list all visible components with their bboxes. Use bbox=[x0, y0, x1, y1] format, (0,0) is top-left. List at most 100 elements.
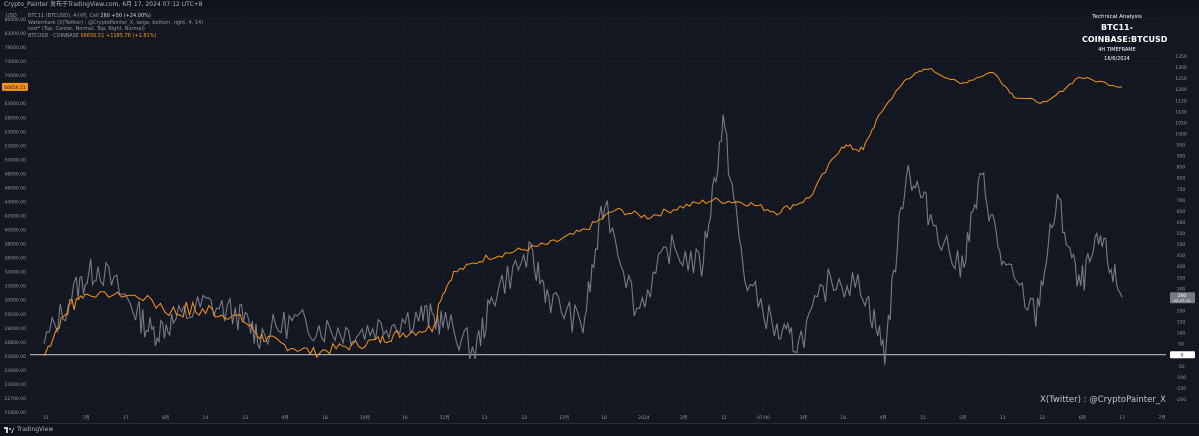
left-tick-label: 30000.00 bbox=[5, 298, 27, 304]
x-tick-label: 9月 bbox=[281, 415, 288, 421]
right-tick-label: 800 bbox=[1177, 176, 1186, 182]
left-tick-label: 36000.00 bbox=[5, 256, 27, 262]
left-tick-label: 55000.00 bbox=[5, 129, 27, 135]
indicator-badge bbox=[1170, 292, 1195, 304]
annotation-date: 16/6/2024 bbox=[1104, 56, 1130, 62]
right-tick-label: 600 bbox=[1177, 220, 1186, 226]
twitter-watermark: X(Twitter) : @CryptoPainter_X bbox=[1040, 395, 1166, 405]
time-axis: 21 7月 17 8月 14 23 9月 18 10月 16 11月 13 22 12月 18 2024 2月 1… bbox=[43, 415, 1166, 421]
annotation-heading: Technical Analysis bbox=[1092, 14, 1142, 20]
right-tick-label: 750 bbox=[1177, 187, 1186, 193]
x-tick-label: 14 bbox=[203, 415, 209, 421]
right-tick-label: 1000 bbox=[1175, 131, 1187, 137]
tradingview-logo[interactable]: TradingView bbox=[4, 426, 53, 434]
left-tick-label: 58000.00 bbox=[5, 115, 27, 121]
chart-canvas[interactable]: 86000.00 82000.00 78000.00 74000.00 70000.00… bbox=[0, 9, 1199, 423]
left-tick-label: 42000.00 bbox=[5, 214, 27, 220]
right-tick-label: 1050 bbox=[1175, 120, 1187, 126]
x-tick-label: 22 bbox=[1040, 415, 1046, 421]
x-tick-label: 16 bbox=[402, 415, 408, 421]
x-tick-label: 18 bbox=[840, 415, 846, 421]
left-tick-label: 62000.00 bbox=[5, 101, 27, 107]
zero-badge-label: 0 bbox=[1181, 353, 1184, 359]
right-tick-label: 700 bbox=[1177, 198, 1186, 204]
x-tick-label: 18 bbox=[601, 415, 607, 421]
right-tick-label: 1100 bbox=[1175, 109, 1187, 115]
right-tick-label: -200 bbox=[1176, 397, 1186, 403]
right-tick-label: 100 bbox=[1177, 331, 1186, 337]
x-tick-label: 18 bbox=[322, 415, 328, 421]
x-tick-label: 4月 bbox=[879, 415, 886, 421]
legend-row-text[interactable]: text* (Top, Center, Normal, Top, Right, … bbox=[28, 26, 145, 33]
publish-header: Crypto_Painter 发布于TradingView.com, 6月 17… bbox=[0, 0, 1199, 9]
indicator-badge-time: 02:47:10 bbox=[1173, 298, 1191, 303]
right-tick-label: 900 bbox=[1177, 154, 1186, 160]
legend-btcusd-value: 66656.51 +1185.76 (+1.81%) bbox=[80, 32, 157, 39]
chart-legend: BTC11 (BTCUSD), 4小时, Cell 260 +50 (+24.0… bbox=[28, 13, 203, 39]
indicator-badge-value: 260 bbox=[1178, 293, 1187, 299]
right-tick-label: 1150 bbox=[1175, 98, 1187, 104]
legend-btc11-value: 260 +50 (+24.00%) bbox=[100, 13, 151, 19]
right-tick-label: 1350 bbox=[1175, 54, 1187, 60]
x-tick-label: 21 bbox=[43, 415, 49, 421]
left-tick-label: 46000.00 bbox=[5, 185, 27, 191]
left-tick-label: 44000.00 bbox=[5, 199, 27, 205]
right-tick-label: 1250 bbox=[1175, 76, 1187, 82]
annotation-symbol: BTC11-COINBASE:BTCUSD bbox=[1082, 23, 1168, 44]
price-badge-label: 66656.51 bbox=[4, 85, 26, 91]
left-tick-label: 24600.00 bbox=[5, 368, 27, 374]
legend-row-watermark[interactable]: Watermark (X(Twitter) : @CryptoPainter_X… bbox=[28, 19, 204, 26]
tradingview-logo-icon bbox=[4, 427, 14, 433]
left-tick-label: 34000.00 bbox=[5, 270, 27, 276]
right-tick-label: 850 bbox=[1177, 165, 1186, 171]
x-tick-label: 12月 bbox=[559, 415, 569, 421]
legend-btc11-name: BTC11 (BTCUSD), 4小时, Cell bbox=[28, 13, 99, 19]
chart-area[interactable]: 86000.00 82000.00 78000.00 74000.00 70000.00… bbox=[0, 9, 1199, 423]
x-tick-label: 3月 bbox=[800, 415, 807, 421]
legend-row-btcusd[interactable]: BTCUSD · COINBASE 66656.51 +1185.76 (+1.… bbox=[28, 33, 203, 40]
right-tick-label: 650 bbox=[1177, 209, 1186, 215]
left-tick-label: 22700.00 bbox=[5, 396, 27, 402]
x-tick-label: 11月 bbox=[439, 415, 449, 421]
right-tick-label: 950 bbox=[1177, 143, 1186, 149]
x-tick-label: 7月 bbox=[82, 415, 89, 421]
right-tick-label: 200 bbox=[1177, 308, 1186, 314]
x-tick-label: 6月 bbox=[1079, 415, 1086, 421]
x-tick-label: 13 bbox=[1000, 415, 1006, 421]
x-tick-label: 07:00 bbox=[757, 415, 770, 421]
x-tick-label: 7月 bbox=[1158, 415, 1165, 421]
legend-row-btc11[interactable]: BTC11 (BTCUSD), 4小时, Cell 260 +50 (+24.0… bbox=[28, 13, 203, 20]
price-badge bbox=[2, 82, 28, 91]
left-tick-label: 26800.00 bbox=[5, 340, 27, 346]
axis-unit-label: USD bbox=[6, 13, 17, 19]
right-tick-label: 450 bbox=[1177, 253, 1186, 259]
left-tick-label: 74000.00 bbox=[5, 59, 27, 65]
right-tick-label: 1300 bbox=[1175, 65, 1187, 71]
left-tick-label: 78000.00 bbox=[5, 45, 27, 51]
right-tick-label: -100 bbox=[1176, 375, 1186, 381]
series-line-btcusd bbox=[43, 67, 1123, 359]
analysis-annotation: Technical Analysis BTC11-COINBASE:BTCUSD… bbox=[1082, 13, 1168, 63]
left-tick-label: 25600.00 bbox=[5, 354, 27, 360]
x-tick-label: 2月 bbox=[680, 415, 687, 421]
left-tick-label: 28000.00 bbox=[5, 326, 27, 332]
left-tick-label: 21800.00 bbox=[5, 410, 27, 416]
x-tick-label: 13 bbox=[482, 415, 488, 421]
right-tick-label: -150 bbox=[1176, 386, 1186, 392]
left-tick-label: 40000.00 bbox=[5, 228, 27, 234]
right-tick-label: 350 bbox=[1177, 275, 1186, 281]
right-tick-label: 50 bbox=[1178, 342, 1184, 348]
left-price-axis: 86000.00 82000.00 78000.00 74000.00 70000.00… bbox=[5, 17, 27, 416]
x-tick-label: 17 bbox=[1119, 415, 1125, 421]
left-tick-label: 82000.00 bbox=[5, 31, 27, 37]
x-tick-label: 8月 bbox=[162, 415, 169, 421]
tradingview-brand: TradingView bbox=[17, 426, 54, 433]
left-tick-label: 48000.00 bbox=[5, 171, 27, 177]
x-tick-label: 17 bbox=[123, 415, 129, 421]
left-tick-label: 86000.00 bbox=[5, 17, 27, 23]
right-tick-label: -50 bbox=[1177, 364, 1184, 370]
x-tick-label: 5月 bbox=[959, 415, 966, 421]
grid-lines bbox=[30, 18, 1166, 413]
